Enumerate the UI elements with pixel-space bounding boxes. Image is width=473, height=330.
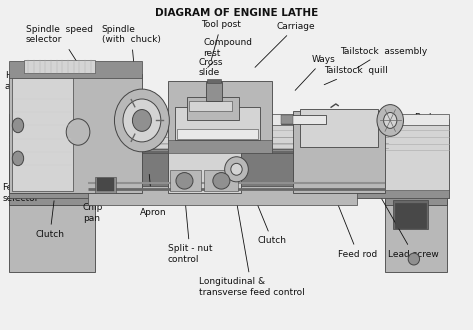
Ellipse shape <box>231 163 242 175</box>
Bar <box>385 200 447 272</box>
Text: Feed rod: Feed rod <box>330 184 377 259</box>
Bar <box>281 115 293 124</box>
Text: Chip
pan: Chip pan <box>83 191 103 222</box>
Bar <box>9 74 142 193</box>
Text: Compound
rest: Compound rest <box>203 38 253 67</box>
Bar <box>204 170 238 191</box>
Bar <box>168 81 272 153</box>
Bar <box>9 200 95 272</box>
Bar <box>24 60 95 73</box>
Text: Spindle
(with  chuck): Spindle (with chuck) <box>102 25 160 72</box>
Bar <box>88 186 357 205</box>
Ellipse shape <box>66 119 90 145</box>
Ellipse shape <box>132 110 151 131</box>
Bar <box>85 148 364 195</box>
Bar <box>206 82 222 101</box>
Text: Ways: Ways <box>295 55 336 90</box>
Ellipse shape <box>12 151 24 166</box>
Ellipse shape <box>176 173 193 189</box>
Ellipse shape <box>123 99 161 142</box>
Bar <box>395 203 426 228</box>
Bar <box>385 195 447 205</box>
Bar <box>207 79 221 83</box>
Ellipse shape <box>225 157 248 182</box>
Text: Cross
slide: Cross slide <box>196 58 223 82</box>
Bar <box>300 109 378 147</box>
Text: Tailstock  assembly: Tailstock assembly <box>341 47 428 68</box>
Text: Spindle  speed
selector: Spindle speed selector <box>26 25 93 69</box>
Bar <box>9 190 449 198</box>
Bar <box>281 115 326 124</box>
Bar <box>128 116 140 124</box>
Bar <box>393 200 428 229</box>
Ellipse shape <box>384 113 397 128</box>
Bar <box>189 101 232 111</box>
Text: Clutch: Clutch <box>35 201 64 239</box>
Bar <box>95 177 116 193</box>
Text: Split - nut
control: Split - nut control <box>168 196 212 264</box>
Ellipse shape <box>377 105 403 136</box>
Bar <box>175 107 260 140</box>
Bar <box>168 152 241 193</box>
Ellipse shape <box>114 89 169 152</box>
Text: Clutch: Clutch <box>252 191 287 246</box>
Bar <box>9 195 95 205</box>
Bar <box>9 61 142 78</box>
Bar <box>12 78 73 191</box>
Bar <box>170 170 201 191</box>
Bar <box>293 111 385 193</box>
Bar <box>97 178 114 191</box>
Text: Headstock
assembly: Headstock assembly <box>5 71 53 99</box>
Text: Bed: Bed <box>403 113 431 124</box>
Ellipse shape <box>213 173 230 189</box>
Bar <box>187 97 239 120</box>
Bar <box>177 129 258 139</box>
Text: Feed
selector: Feed selector <box>2 164 39 203</box>
Text: Carriage: Carriage <box>255 22 315 67</box>
Text: Apron: Apron <box>140 174 166 217</box>
Ellipse shape <box>408 253 420 265</box>
Text: Longitudinal &
transverse feed control: Longitudinal & transverse feed control <box>199 204 305 297</box>
Text: Lead screw: Lead screw <box>380 195 438 259</box>
Ellipse shape <box>12 118 24 133</box>
Bar <box>168 140 272 153</box>
Bar <box>88 153 362 190</box>
Text: Tool post: Tool post <box>201 20 241 60</box>
Text: DIAGRAM OF ENGINE LATHE: DIAGRAM OF ENGINE LATHE <box>155 8 318 18</box>
Bar <box>9 119 449 198</box>
Text: Tailstock  quill: Tailstock quill <box>324 66 388 85</box>
Bar <box>9 114 449 125</box>
